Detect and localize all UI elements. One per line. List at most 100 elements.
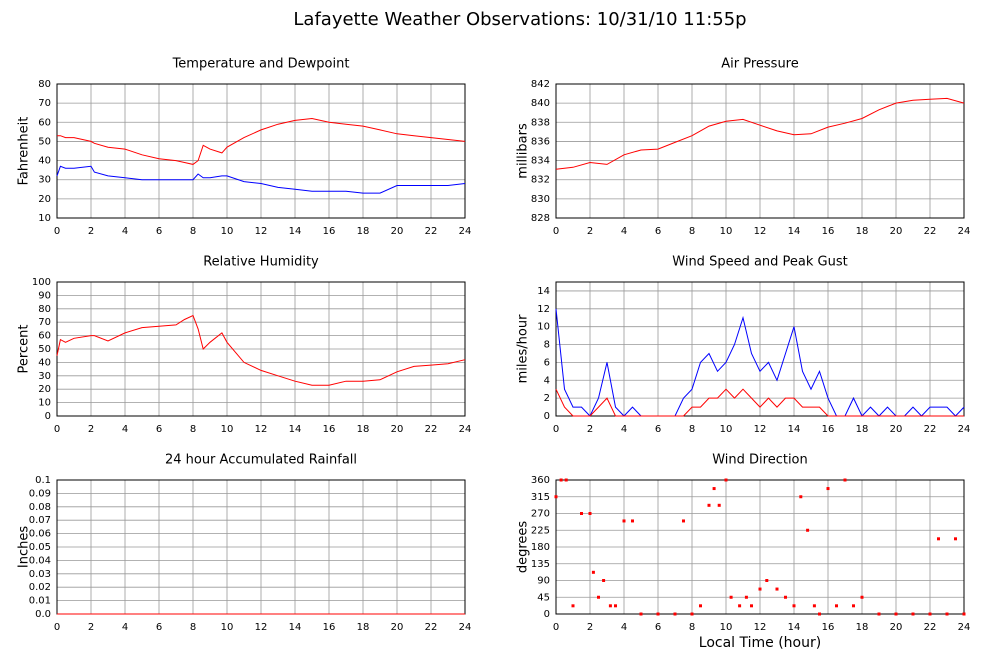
x-tick-label: 0 (553, 622, 559, 633)
y-tick-label: 0.08 (29, 502, 51, 513)
x-tick-label: 18 (856, 226, 869, 237)
x-tick-label: 12 (255, 622, 268, 633)
y-tick-label: 80 (38, 79, 51, 90)
x-tick-label: 24 (459, 622, 472, 633)
y-tick-label: 0 (544, 609, 550, 620)
x-tick-label: 16 (822, 622, 835, 633)
y-tick-label: 45 (537, 592, 550, 603)
chart-title: Air Pressure (721, 57, 799, 72)
point (826, 487, 830, 491)
x-tick-label: 20 (391, 622, 404, 633)
y-tick-label: 842 (531, 79, 550, 90)
line (57, 117, 466, 165)
y-tick-label: 0.04 (29, 555, 51, 566)
point (799, 495, 803, 499)
y-tick-label: 30 (38, 371, 51, 382)
point (614, 604, 617, 608)
x-tick-label: 2 (587, 424, 593, 435)
y-tick-label: 0.02 (29, 582, 51, 593)
line (56, 314, 466, 386)
point (765, 579, 769, 582)
y-tick-label: 50 (38, 136, 51, 147)
point (877, 612, 881, 616)
point (682, 519, 685, 523)
x-tick-label: 12 (754, 226, 767, 237)
y-tick-label: 90 (537, 576, 550, 587)
point (818, 612, 821, 616)
y-tick-label: 20 (38, 384, 51, 395)
x-tick-label: 14 (289, 424, 302, 435)
x-tick-label: 2 (88, 424, 94, 435)
x-tick-label: 0 (54, 622, 60, 633)
point (806, 528, 810, 532)
x-tick-label: 4 (122, 622, 128, 633)
chart-title: Temperature and Dewpoint (172, 57, 350, 72)
x-tick-label: 18 (357, 424, 370, 435)
x-tick-label: 18 (856, 622, 869, 633)
x-axis-label: Local Time (hour) (699, 635, 821, 651)
y-tick-label: 225 (531, 525, 550, 536)
x-tick-label: 14 (788, 226, 801, 237)
plot-frame (56, 281, 466, 417)
x-tick-label: 20 (890, 424, 903, 435)
y-tick-label: 830 (531, 194, 550, 205)
y-tick-label: 0.1 (35, 475, 51, 486)
x-tick-label: 24 (958, 424, 971, 435)
point (588, 512, 592, 515)
x-tick-label: 16 (323, 226, 336, 237)
point (894, 612, 898, 616)
point (554, 495, 558, 499)
point (564, 478, 568, 482)
point (724, 478, 728, 482)
x-tick-label: 16 (822, 424, 835, 435)
x-tick-label: 4 (621, 424, 627, 435)
y-tick-label: 0 (544, 411, 550, 422)
y-tick-label: 0.01 (29, 596, 51, 607)
point (843, 478, 847, 482)
y-tick-label: 840 (531, 98, 550, 109)
y-tick-label: 135 (531, 559, 550, 570)
y-tick-label: 20 (38, 194, 51, 205)
x-tick-label: 18 (856, 424, 869, 435)
x-tick-label: 16 (323, 622, 336, 633)
x-tick-label: 2 (88, 226, 94, 237)
y-tick-label: 10 (537, 322, 550, 333)
x-tick-label: 0 (54, 424, 60, 435)
y-tick-label: 0 (45, 411, 51, 422)
y-tick-label: 10 (38, 398, 51, 409)
y-tick-label: 315 (531, 492, 550, 503)
point (945, 612, 949, 616)
y-tick-label: 836 (531, 136, 550, 147)
point (729, 595, 733, 599)
point (608, 604, 612, 608)
x-tick-label: 4 (122, 424, 128, 435)
x-tick-label: 18 (357, 226, 370, 237)
y-tick-label: 60 (38, 331, 51, 342)
x-tick-label: 8 (190, 424, 196, 435)
x-tick-label: 4 (621, 622, 627, 633)
line (555, 388, 964, 417)
point (812, 604, 816, 608)
x-tick-label: 6 (655, 226, 661, 237)
y-tick-label: 832 (531, 175, 550, 186)
y-tick-label: 0.05 (29, 542, 51, 553)
point (639, 612, 643, 616)
x-tick-label: 22 (425, 226, 438, 237)
plot-frame (555, 479, 965, 615)
point (911, 612, 915, 616)
line (56, 165, 466, 194)
x-tick-label: 16 (822, 226, 835, 237)
x-tick-label: 10 (221, 622, 234, 633)
x-tick-label: 20 (890, 226, 903, 237)
point (937, 537, 940, 541)
plot-frame (555, 83, 965, 219)
y-tick-label: 270 (531, 509, 550, 520)
x-tick-label: 12 (255, 424, 268, 435)
y-tick-label: 360 (531, 475, 550, 486)
x-tick-label: 24 (958, 622, 971, 633)
x-tick-label: 6 (655, 424, 661, 435)
x-tick-label: 0 (54, 226, 60, 237)
x-tick-label: 6 (655, 622, 661, 633)
y-tick-label: 90 (38, 290, 51, 301)
point (784, 595, 787, 599)
